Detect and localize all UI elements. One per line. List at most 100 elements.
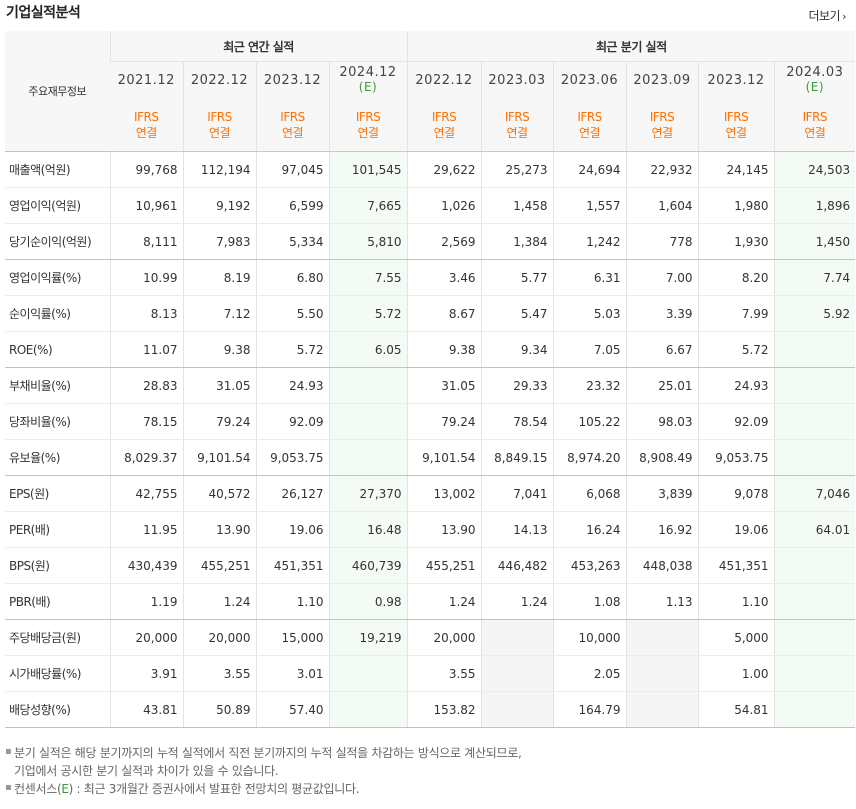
table-cell: 99,768: [109, 151, 183, 188]
table-cell: 448,038: [625, 547, 699, 584]
table-cell: 5.72: [697, 331, 775, 368]
table-cell: 9,101.54: [406, 439, 482, 476]
table-cell: [328, 655, 408, 692]
table-cell: 92.09: [697, 403, 775, 440]
period-header: 2024.03 (E): [773, 61, 856, 98]
accounting-standard-ifrs: IFRS: [577, 109, 602, 124]
accounting-standard: IFRS 연결: [406, 98, 482, 152]
period-date: 2023.09: [633, 72, 691, 88]
table-cell: 14.13: [480, 511, 554, 548]
footnote-line-1: 분기 실적은 해당 분기까지의 누적 실적에서 직전 분기까지의 누적 실적을 …: [14, 746, 522, 760]
row-label: 매출액(억원): [5, 151, 110, 188]
table-row: PBR(배) 1.19 1.24 1.10 0.98 1.24 1.24 1.08 1.13 1.…: [5, 583, 856, 620]
table-cell: 11.07: [109, 331, 183, 368]
footnote-quarterly: ▪ 분기 실적은 해당 분기까지의 누적 실적에서 직전 분기까지의 누적 실적…: [5, 744, 522, 780]
table-cell: 16.24: [552, 511, 627, 548]
table-cell: 8.13: [109, 295, 183, 332]
table-cell: 1.24: [480, 583, 554, 620]
accounting-standard-consolidated: 연결: [357, 125, 379, 140]
table-cell: 19.06: [697, 511, 775, 548]
table-cell: 10,961: [109, 187, 183, 224]
table-cell: 451,351: [255, 547, 329, 584]
table-cell: [773, 331, 856, 368]
table-cell: 78.15: [109, 403, 183, 440]
accounting-standard-consolidated: 연결: [506, 125, 529, 140]
table-cell: 98.03: [625, 403, 699, 440]
footnote-consensus: ▪ 컨센서스(E) : 최근 3개월간 증권사에서 발표한 전망치의 평균값입니…: [5, 780, 522, 798]
table-cell: 20,000: [182, 619, 256, 656]
table-cell: 1,604: [625, 187, 699, 224]
table-cell: 31.05: [182, 367, 256, 404]
table-cell: 19,219: [328, 619, 408, 656]
table-cell: 1.24: [406, 583, 482, 620]
period-date: 2023.06: [560, 72, 619, 88]
table-cell: [773, 547, 856, 584]
table-cell: 3.01: [255, 655, 329, 692]
period-date: 2023.03: [488, 72, 546, 88]
accounting-standard-consolidated: 연결: [208, 125, 231, 140]
row-label: 부채비율(%): [5, 367, 110, 404]
table-cell: 7,983: [182, 223, 256, 260]
accounting-standard-ifrs: IFRS: [649, 109, 675, 124]
period-header: 2023.12: [255, 61, 329, 98]
row-label: 당기순이익(억원): [5, 223, 110, 260]
table-cell: 7.00: [625, 259, 699, 296]
row-label: ROE(%): [5, 331, 110, 368]
accounting-standard-ifrs: IFRS: [207, 109, 232, 124]
table-cell: 7.55: [328, 259, 408, 296]
more-link[interactable]: 더보기 ›: [808, 7, 846, 24]
footnotes: ▪ 분기 실적은 해당 분기까지의 누적 실적에서 직전 분기까지의 누적 실적…: [5, 744, 522, 798]
table-cell: 13,002: [406, 475, 482, 512]
table-cell: 3.55: [406, 655, 482, 692]
table-cell: 24,145: [697, 151, 775, 188]
table-cell: 6.80: [255, 259, 329, 296]
table-cell: [328, 403, 408, 440]
accounting-standard-ifrs: IFRS: [504, 109, 530, 124]
period-date: 2021.12: [117, 72, 175, 88]
table-cell: [773, 583, 856, 620]
period-header: 2022.12: [182, 61, 256, 98]
chevron-right-icon: ›: [842, 10, 846, 23]
table-cell: 3,839: [625, 475, 699, 512]
table-cell: 15,000: [255, 619, 329, 656]
accounting-standard: IFRS 연결: [697, 98, 775, 152]
row-label: 배당성향(%): [5, 691, 110, 728]
table-cell: 31.05: [406, 367, 482, 404]
table-cell: 3.39: [625, 295, 699, 332]
table-cell: 5.77: [480, 259, 554, 296]
table-cell: 16.48: [328, 511, 408, 548]
table-cell: 23.32: [552, 367, 627, 404]
table-row: PER(배) 11.95 13.90 19.06 16.48 13.90 14.13 16.2…: [5, 511, 856, 548]
table-cell: 5,000: [697, 619, 775, 656]
table-cell: 6,599: [255, 187, 329, 224]
table-cell: 20,000: [406, 619, 482, 656]
table-cell: 13.90: [406, 511, 482, 548]
table-cell: 3.46: [406, 259, 482, 296]
row-label: 영업이익률(%): [5, 259, 110, 296]
table-cell: 112,194: [182, 151, 256, 188]
table-cell: 1.13: [625, 583, 699, 620]
table-cell: 97,045: [255, 151, 329, 188]
table-cell: 778: [625, 223, 699, 260]
table-row: 주당배당금(원) 20,000 20,000 15,000 19,219 20,000 10…: [5, 619, 856, 656]
header-label: 주요재무정보: [5, 31, 110, 152]
table-cell: 42,755: [109, 475, 183, 512]
accounting-standard: IFRS 연결: [182, 98, 256, 152]
table-cell: 6.05: [328, 331, 408, 368]
table-cell: 8.67: [406, 295, 482, 332]
table-cell: 54.81: [697, 691, 775, 728]
table-cell: 2,569: [406, 223, 482, 260]
bullet-icon: ▪: [5, 782, 12, 793]
table-cell: 7,665: [328, 187, 408, 224]
table-cell: 7,041: [480, 475, 554, 512]
table-cell: 9,078: [697, 475, 775, 512]
table-cell: 7,046: [773, 475, 856, 512]
table-body: 매출액(억원) 99,768 112,194 97,045 101,545 29,622 2…: [5, 151, 856, 728]
table-cell: 50.89: [182, 691, 256, 728]
quarterly-group-header: 최근 분기 실적: [406, 31, 856, 62]
table-row: 유보율(%) 8,029.37 9,101.54 9,053.75 9,101.54 8,…: [5, 439, 856, 476]
more-link-label: 더보기: [808, 9, 841, 23]
table-row: 영업이익(억원) 10,961 9,192 6,599 7,665 1,026 1,458 1…: [5, 187, 856, 224]
row-label: PER(배): [5, 511, 110, 548]
table-cell: 453,263: [552, 547, 627, 584]
